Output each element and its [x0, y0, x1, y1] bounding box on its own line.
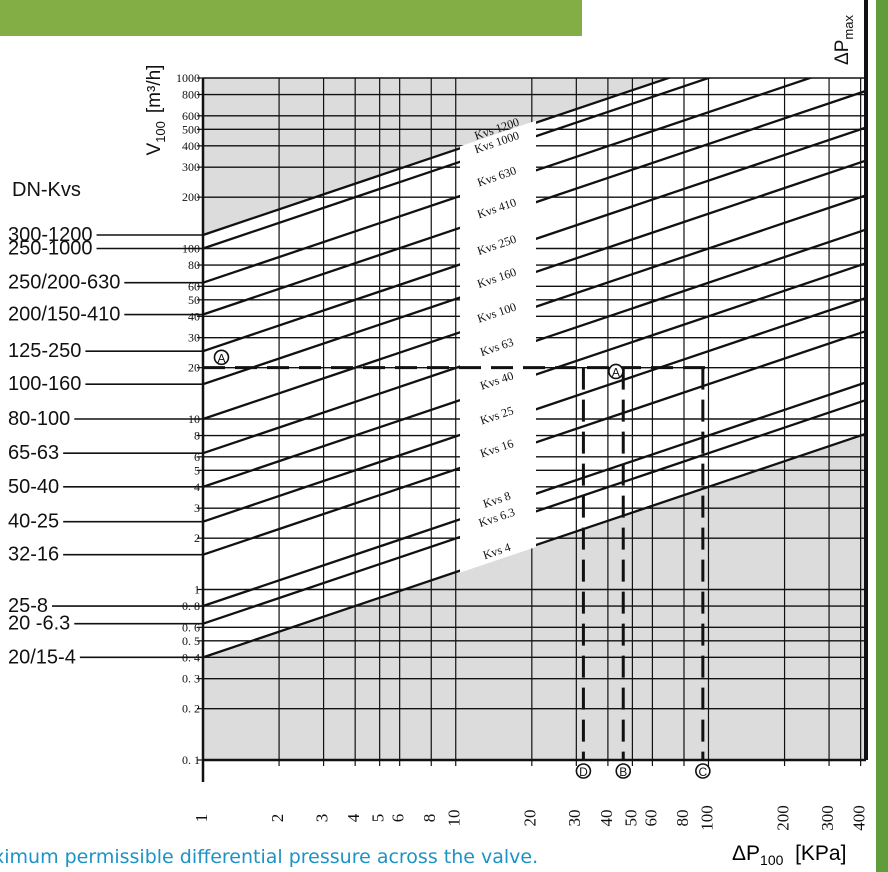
point-marker-label: C: [699, 765, 708, 779]
y-tick-label: 4: [194, 480, 200, 494]
point-marker: [615, 763, 632, 779]
dn-kvs-label: 40-25: [8, 511, 59, 533]
y-tick-label: 0. 3: [182, 672, 200, 686]
point-marker: [608, 363, 624, 380]
y-tick-label: 300: [182, 160, 200, 174]
dn-kvs-label: 20 -6.3: [8, 613, 70, 635]
dpmax-label-symbol: ΔP: [832, 40, 853, 65]
y-axis-label: V100 [m³/h]: [144, 65, 168, 156]
y-tick-label: 800: [182, 88, 200, 102]
dn-kvs-label: 32-16: [8, 544, 59, 566]
y-tick-label: 1000: [176, 71, 200, 85]
dpmax-label: ΔPmax: [832, 15, 856, 65]
dn-kvs-label: 80-100: [8, 408, 70, 430]
x-tick-label: 3: [312, 814, 331, 823]
x-tick-label: 40: [597, 810, 616, 827]
y-tick-label: 0. 8: [182, 599, 200, 613]
dn-kvs-label: 300-1200: [8, 224, 93, 246]
point-marker: [575, 763, 592, 779]
y-tick-label: 6: [194, 450, 200, 464]
caption-text: ximum permissible differential pressure …: [0, 846, 539, 868]
x-axis-label-unit: [KPa]: [795, 842, 847, 865]
right-accent-bar: [876, 0, 888, 872]
x-tick-label: 1: [192, 814, 211, 823]
x-tick-label: 200: [773, 805, 792, 831]
point-marker: [695, 763, 711, 779]
x-axis-label-symbol: ΔP: [732, 842, 761, 865]
y-tick-label: 0. 2: [182, 702, 200, 716]
y-axis-label-unit: [m³/h]: [144, 65, 165, 114]
y-tick-label: 30: [188, 331, 200, 345]
y-tick-label: 8: [194, 429, 200, 443]
y-tick-label: 1: [194, 583, 200, 597]
dn-kvs-label: 100-160: [8, 373, 81, 395]
x-tick-label: 400: [850, 805, 869, 831]
dn-kvs-label: 125-250: [8, 340, 81, 362]
dn-kvs-label: 200/150-410: [8, 304, 120, 326]
dn-kvs-label: 65-63: [8, 442, 59, 464]
point-marker-label: A: [217, 351, 225, 365]
x-tick-label: 2: [268, 814, 287, 823]
x-tick-label: 4: [344, 813, 363, 822]
x-tick-label: 20: [521, 810, 540, 827]
point-marker: [213, 349, 230, 366]
y-tick-label: 5: [194, 463, 200, 477]
y-tick-label: 20: [188, 361, 200, 375]
dn-kvs-label: 20/15-4: [8, 646, 76, 668]
x-tick-label: 80: [673, 810, 692, 827]
y-tick-label: 0. 6: [182, 620, 200, 634]
point-marker-label: D: [579, 765, 588, 779]
y-tick-label: 400: [182, 139, 200, 153]
y-axis-label-sub: 100: [153, 121, 168, 143]
x-tick-label: 6: [389, 814, 408, 823]
y-tick-label: 40: [188, 309, 200, 323]
dn-kvs-label: 250/200-630: [8, 272, 120, 294]
y-tick-label: 600: [182, 109, 200, 123]
y-tick-label: 60: [188, 279, 200, 293]
y-tick-label: 50: [188, 293, 200, 307]
y-tick-label: 100: [182, 242, 200, 256]
x-axis-label: ΔP100 [KPa]: [732, 842, 846, 868]
y-axis-label-symbol: V: [144, 142, 165, 155]
dpmax-label-sub: max: [841, 15, 856, 40]
x-tick-label: 10: [445, 810, 464, 827]
y-tick-label: 80: [188, 258, 200, 272]
y-tick-label: 200: [182, 190, 200, 204]
point-marker-label: A: [612, 365, 620, 379]
x-tick-label: 50: [621, 810, 640, 827]
series-label-band: [460, 120, 536, 573]
y-tick-label: 10: [188, 412, 200, 426]
y-tick-label: 2: [194, 531, 200, 545]
dn-kvs-label: 25-8: [8, 595, 48, 617]
x-tick-label: 5: [369, 814, 388, 823]
point-marker-label: B: [619, 765, 627, 779]
dn-kvs-label: 50-40: [8, 476, 59, 498]
y-tick-label: 0. 1: [182, 753, 200, 767]
y-tick-label: 500: [182, 122, 200, 136]
x-tick-label: 300: [818, 805, 837, 831]
y-tick-label: 3: [194, 501, 200, 515]
x-tick-label: 8: [420, 814, 439, 823]
x-axis-label-sub: 100: [760, 852, 784, 869]
x-tick-label: 30: [565, 810, 584, 827]
x-tick-label: 60: [641, 810, 660, 827]
dn-kvs-label: 250-1000: [8, 238, 93, 260]
y-tick-label: 0. 4: [182, 650, 200, 664]
header-bar: [0, 0, 582, 36]
shaded-region-upper: [203, 78, 866, 235]
y-tick-label: 0. 5: [182, 634, 200, 648]
x-tick-label: 100: [697, 805, 716, 831]
dn-kvs-title: DN-Kvs: [12, 179, 81, 201]
